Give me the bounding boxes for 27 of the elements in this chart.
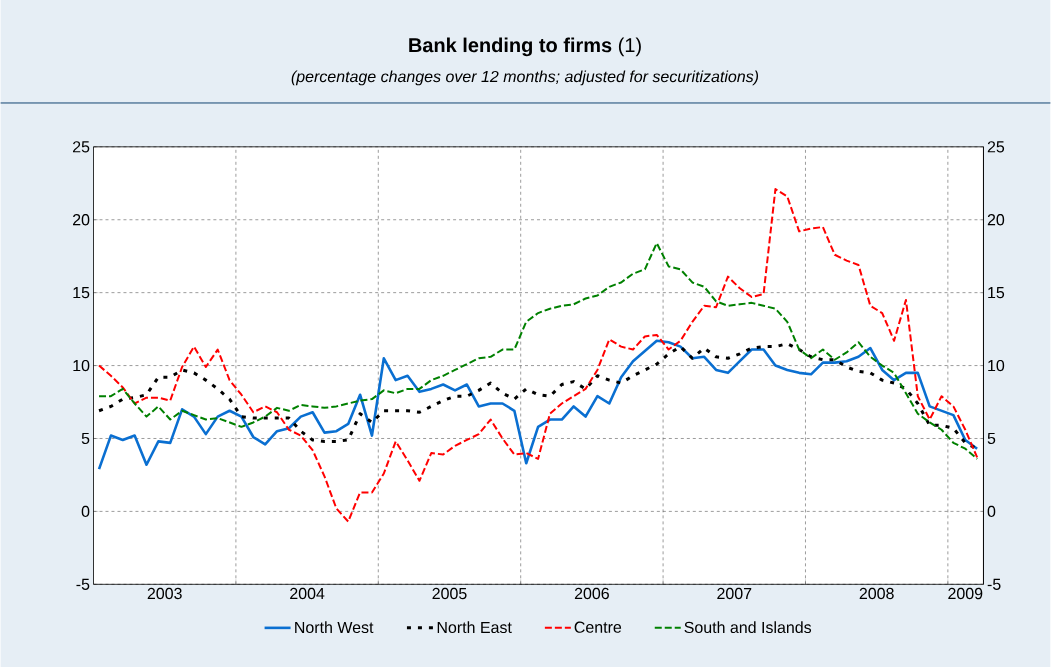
x-tick-label: 2009 — [948, 587, 983, 600]
y2-tick-label: 10 — [988, 359, 1005, 372]
y2-tick-label: 0 — [987, 505, 996, 517]
x-tick-label: 2008 — [859, 587, 894, 600]
y-tick-label: 5 — [81, 432, 90, 444]
y-tick-label: -5 — [76, 578, 90, 590]
legend-label: North West — [295, 621, 374, 633]
legend-label: South and Islands — [684, 621, 812, 633]
x-tick-label: 2003 — [147, 587, 182, 600]
y-tick-label: 0 — [81, 505, 90, 517]
x-tick-label: 2004 — [290, 587, 325, 600]
chart-subtitle: (percentage changes over 12 months; adjusted for securitizations) — [291, 70, 759, 86]
y2-tick-label: 25 — [987, 141, 1005, 153]
y-tick-label: 10 — [73, 359, 90, 372]
y2-tick-label: 15 — [988, 286, 1005, 299]
legend-label: Centre — [574, 621, 622, 633]
y2-tick-label: -5 — [987, 578, 1001, 590]
y-tick-label: 20 — [73, 213, 90, 226]
y-tick-label: 25 — [73, 141, 90, 153]
chart-title: Bank lending to firms (1) — [409, 37, 641, 57]
y2-tick-label: 5 — [987, 432, 996, 444]
y2-tick-label: 20 — [987, 213, 1005, 226]
x-tick-label: 2007 — [717, 587, 752, 600]
legend-label: North East — [437, 621, 512, 633]
x-tick-label: 2006 — [574, 587, 609, 600]
x-tick-label: 2005 — [432, 587, 467, 600]
y-tick-label: 15 — [73, 286, 90, 299]
